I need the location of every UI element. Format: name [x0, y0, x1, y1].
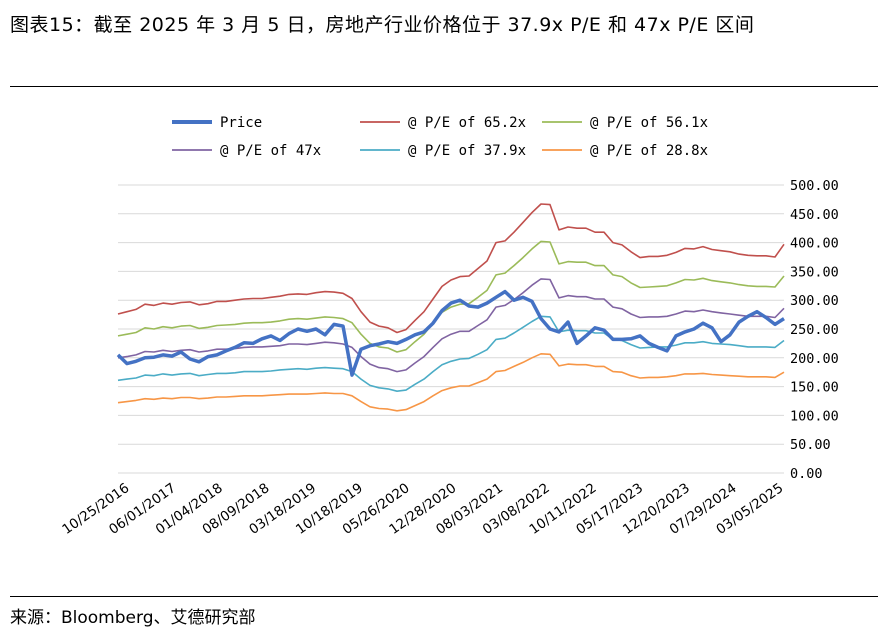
x-axis: 10/25/201606/01/201701/04/201808/09/2018… [59, 480, 786, 538]
y-tick-label: 450.00 [790, 207, 839, 223]
legend: Price @ P/E of 65.2x @ P/E of 56.1x @ P/E o… [172, 115, 708, 159]
series-line-0 [116, 289, 785, 377]
legend-label: @ P/E of 37.9x [408, 143, 526, 159]
gridlines [118, 184, 784, 474]
series-line-1 [117, 203, 785, 334]
y-tick-label: 100.00 [790, 408, 839, 424]
y-tick-label: 50.00 [790, 437, 831, 453]
y-tick-label: 200.00 [790, 351, 839, 367]
legend-label: @ P/E of 56.1x [590, 115, 708, 131]
y-tick-label: 150.00 [790, 380, 839, 396]
y-axis: 0.00 50.00 100.00 150.00 200.00 250.00 300.00 3… [790, 178, 839, 482]
line-chart: Price @ P/E of 65.2x @ P/E of 56.1x @ P/E o… [59, 115, 839, 538]
series-line-4 [117, 315, 785, 393]
legend-label: Price [220, 115, 262, 131]
y-tick-label: 0.00 [790, 466, 823, 482]
y-tick-label: 250.00 [790, 322, 839, 338]
series-line-5 [117, 352, 785, 412]
legend-label: @ P/E of 28.8x [590, 143, 708, 159]
bottom-rule [10, 596, 878, 597]
y-tick-label: 400.00 [790, 236, 839, 252]
y-tick-label: 300.00 [790, 293, 839, 309]
legend-label: @ P/E of 47x [220, 143, 321, 159]
series-lines [116, 203, 785, 412]
source-note: 来源：Bloomberg、艾德研究部 [10, 608, 256, 628]
legend-label: @ P/E of 65.2x [408, 115, 526, 131]
series-line-2 [117, 240, 785, 353]
top-rule [10, 86, 878, 87]
y-tick-label: 500.00 [790, 178, 839, 194]
chart-title: 图表15：截至 2025 年 3 月 5 日，房地产行业价格位于 37.9x P… [10, 14, 755, 36]
y-tick-label: 350.00 [790, 264, 839, 280]
